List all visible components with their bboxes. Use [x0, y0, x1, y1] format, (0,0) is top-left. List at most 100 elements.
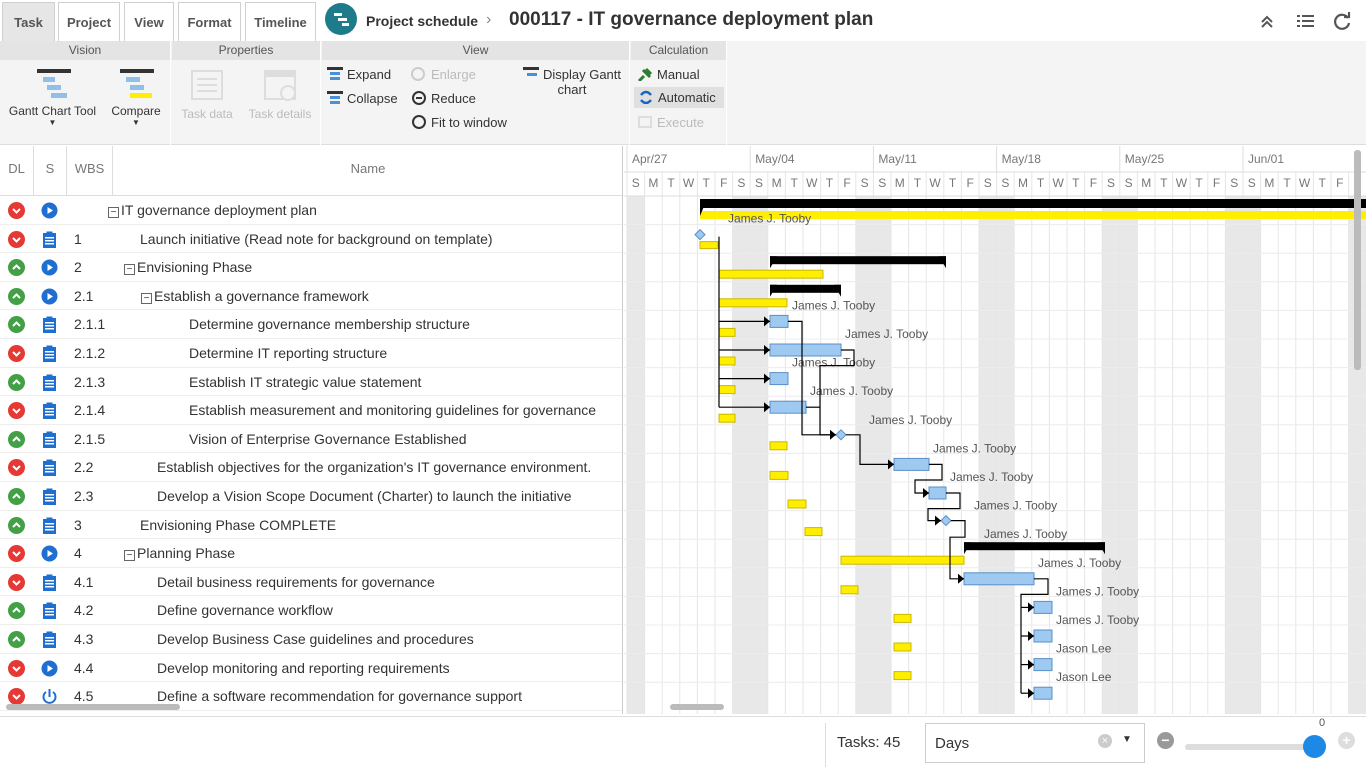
- baseline-bar[interactable]: [769, 441, 788, 451]
- task-name[interactable]: Develop a Vision Scope Document (Charter…: [157, 488, 572, 504]
- table-row[interactable]: 3 Envisioning Phase COMPLETE: [0, 511, 622, 540]
- baseline-bar[interactable]: [787, 499, 807, 509]
- collapse-button[interactable]: Collapse: [327, 91, 398, 106]
- column-header-dl[interactable]: DL: [0, 146, 34, 196]
- baseline-bar[interactable]: [893, 642, 912, 652]
- table-row[interactable]: 2.3 Develop a Vision Scope Document (Char…: [0, 482, 622, 511]
- table-row[interactable]: 4 − Planning Phase: [0, 539, 622, 568]
- table-row[interactable]: 1 Launch initiative (Read note for backgr…: [0, 225, 622, 254]
- task-name[interactable]: Vision of Enterprise Governance Establis…: [189, 431, 467, 447]
- task-name[interactable]: Launch initiative (Read note for backgro…: [140, 231, 493, 247]
- gantt-horizontal-scrollbar[interactable]: [670, 704, 724, 710]
- compare-button[interactable]: Compare ▼: [105, 67, 167, 127]
- summary-bar-cap[interactable]: [939, 256, 946, 269]
- collapse-toggle-icon[interactable]: −: [124, 550, 135, 562]
- zoom-slider-handle[interactable]: [1303, 735, 1326, 758]
- table-row[interactable]: 4.2 Define governance workflow: [0, 596, 622, 625]
- gantt-vertical-scrollbar[interactable]: [1354, 150, 1361, 370]
- summary-bar-cap[interactable]: [964, 542, 971, 555]
- dropdown-arrow-icon[interactable]: ▼: [1122, 734, 1132, 745]
- task-bar[interactable]: [928, 486, 947, 500]
- task-name[interactable]: − Establish a governance framework: [141, 288, 369, 304]
- expand-button[interactable]: Expand: [327, 67, 391, 82]
- task-name[interactable]: − Envisioning Phase: [124, 259, 252, 276]
- task-name[interactable]: Determine IT reporting structure: [189, 345, 387, 361]
- table-row[interactable]: 4.5 Define a software recommendation for …: [0, 682, 622, 711]
- task-name[interactable]: Establish objectives for the organizatio…: [157, 459, 591, 475]
- task-name[interactable]: Develop monitoring and reporting require…: [157, 660, 450, 676]
- baseline-bar[interactable]: [718, 413, 736, 423]
- table-row[interactable]: 2.1.3 Establish IT strategic value statem…: [0, 368, 622, 397]
- column-header-name[interactable]: Name: [350, 161, 386, 176]
- zoom-in-icon[interactable]: +: [1338, 732, 1355, 749]
- baseline-bar[interactable]: [804, 527, 823, 537]
- milestone[interactable]: [835, 429, 847, 441]
- collapse-toggle-icon[interactable]: −: [108, 207, 119, 218]
- summary-bar-cap[interactable]: [834, 284, 841, 297]
- scale-select[interactable]: Days × ▼: [925, 723, 1145, 763]
- baseline-bar[interactable]: [699, 241, 719, 250]
- collapse-toggle-icon[interactable]: −: [141, 292, 152, 304]
- baseline-bar[interactable]: [718, 327, 736, 337]
- task-data-button[interactable]: Task data: [177, 68, 237, 121]
- task-name[interactable]: − IT governance deployment plan: [108, 202, 317, 218]
- tab-view[interactable]: View: [124, 2, 174, 41]
- table-row[interactable]: 2.1.5 Vision of Enterprise Governance Est…: [0, 425, 622, 454]
- summary-bar-cap[interactable]: [770, 256, 777, 269]
- collapse-up-icon[interactable]: [1256, 10, 1278, 32]
- fit-to-window-button[interactable]: Fit to window: [411, 115, 507, 130]
- collapse-toggle-icon[interactable]: −: [124, 264, 135, 276]
- baseline-bar[interactable]: [700, 211, 1366, 219]
- table-row[interactable]: 4.4 Develop monitoring and reporting requ…: [0, 654, 622, 683]
- manual-button[interactable]: Manual: [637, 67, 700, 82]
- tab-format[interactable]: Format: [178, 2, 241, 41]
- table-row[interactable]: 2.1.1 Determine governance membership str…: [0, 310, 622, 339]
- summary-bar-cap[interactable]: [1098, 542, 1105, 555]
- task-bar[interactable]: [769, 314, 789, 328]
- task-name[interactable]: Establish measurement and monitoring gui…: [189, 402, 596, 418]
- task-name[interactable]: − Planning Phase: [124, 545, 235, 562]
- summary-bar[interactable]: [770, 284, 841, 293]
- reduce-button[interactable]: Reduce: [411, 91, 476, 106]
- task-bar[interactable]: [893, 457, 930, 471]
- baseline-bar[interactable]: [840, 555, 965, 565]
- execute-button[interactable]: Execute: [637, 115, 704, 130]
- display-gantt-chart-button[interactable]: Display Gantt chart: [520, 67, 624, 97]
- table-row[interactable]: − IT governance deployment plan: [0, 196, 622, 225]
- baseline-bar[interactable]: [718, 298, 788, 308]
- task-bar[interactable]: [1033, 658, 1053, 672]
- enlarge-button[interactable]: Enlarge: [411, 67, 476, 82]
- tab-project[interactable]: Project: [58, 2, 120, 41]
- table-row[interactable]: 2 − Envisioning Phase: [0, 253, 622, 282]
- task-bar[interactable]: [963, 572, 1035, 586]
- automatic-button[interactable]: Automatic: [634, 87, 724, 108]
- task-name[interactable]: Develop Business Case guidelines and pro…: [157, 631, 474, 647]
- baseline-bar[interactable]: [769, 470, 789, 480]
- baseline-bar[interactable]: [718, 385, 736, 395]
- task-name[interactable]: Define governance workflow: [157, 602, 333, 618]
- baseline-bar[interactable]: [718, 356, 736, 366]
- task-bar[interactable]: [769, 372, 789, 386]
- tab-task[interactable]: Task: [2, 2, 55, 41]
- refresh-icon[interactable]: [1331, 10, 1353, 32]
- task-name[interactable]: Envisioning Phase COMPLETE: [140, 517, 336, 533]
- table-row[interactable]: 4.3 Develop Business Case guidelines and …: [0, 625, 622, 654]
- summary-bar[interactable]: [770, 256, 946, 265]
- table-row[interactable]: 2.1.2 Determine IT reporting structure: [0, 339, 622, 368]
- task-name[interactable]: Establish IT strategic value statement: [189, 374, 421, 390]
- gantt-chart-tool-button[interactable]: Gantt Chart Tool ▼: [5, 67, 100, 127]
- task-bar[interactable]: [1033, 686, 1053, 700]
- milestone[interactable]: [940, 514, 952, 527]
- baseline-bar[interactable]: [893, 613, 912, 623]
- task-name[interactable]: Determine governance membership structur…: [189, 316, 470, 332]
- table-row[interactable]: 2.1 − Establish a governance framework: [0, 282, 622, 311]
- table-row[interactable]: 2.2 Establish objectives for the organiza…: [0, 453, 622, 482]
- task-name[interactable]: Define a software recommendation for gov…: [157, 688, 522, 704]
- baseline-bar[interactable]: [718, 269, 824, 279]
- zoom-out-icon[interactable]: −: [1157, 732, 1174, 749]
- table-row[interactable]: 2.1.4 Establish measurement and monitorin…: [0, 396, 622, 425]
- task-bar[interactable]: [1033, 600, 1053, 614]
- list-icon[interactable]: [1294, 10, 1316, 32]
- summary-bar-cap[interactable]: [770, 284, 777, 297]
- tab-timeline[interactable]: Timeline: [245, 2, 316, 41]
